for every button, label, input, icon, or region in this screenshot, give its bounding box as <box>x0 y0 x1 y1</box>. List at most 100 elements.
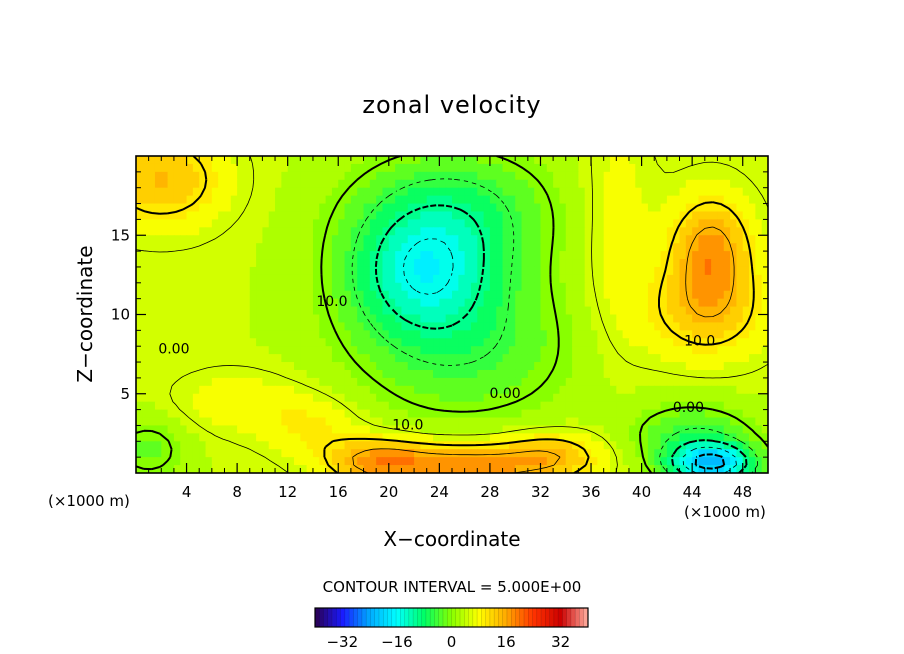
field-cell <box>319 338 327 347</box>
field-cell <box>249 457 257 466</box>
field-cell <box>167 369 175 379</box>
field-cell <box>496 425 504 434</box>
field-cell <box>540 338 548 347</box>
field-cell <box>515 449 523 458</box>
field-cell <box>489 306 497 316</box>
field-cell <box>167 354 175 363</box>
field-cell <box>553 346 561 355</box>
field-cell <box>622 219 630 228</box>
field-cell <box>395 393 403 403</box>
field-cell <box>325 306 333 316</box>
field-cell <box>761 219 768 228</box>
field-cell <box>527 330 535 339</box>
field-cell <box>458 417 466 427</box>
field-cell <box>717 385 725 395</box>
field-cell <box>464 227 472 236</box>
field-cell <box>249 322 257 331</box>
field-cell <box>275 314 282 324</box>
field-cell <box>527 449 535 458</box>
field-cell <box>578 393 586 403</box>
field-cell <box>515 314 523 324</box>
field-cell <box>268 203 276 213</box>
field-cell <box>312 425 320 434</box>
field-cell <box>319 163 327 173</box>
field-cell <box>572 465 579 473</box>
field-cell <box>256 425 263 434</box>
field-cell <box>685 306 693 316</box>
field-cell <box>635 179 643 189</box>
field-cell <box>325 163 333 173</box>
field-cell <box>477 449 485 458</box>
field-cell <box>300 417 308 427</box>
field-cell <box>527 243 535 252</box>
field-cell <box>142 417 150 427</box>
field-cell <box>673 251 681 260</box>
field-cell <box>647 441 655 450</box>
field-cell <box>692 369 700 379</box>
field-cell <box>470 433 478 442</box>
field-cell <box>287 282 295 292</box>
field-cell <box>508 338 516 347</box>
colorbar-swatch <box>378 608 384 627</box>
field-cell <box>407 163 415 173</box>
field-cell <box>401 401 409 411</box>
field-cell <box>622 385 630 395</box>
field-cell <box>521 377 529 387</box>
field-cell <box>597 179 605 189</box>
field-cell <box>540 235 548 244</box>
field-cell <box>344 385 352 395</box>
field-cell <box>224 163 232 173</box>
field-cell <box>483 298 491 308</box>
field-cell <box>458 282 466 292</box>
field-cell <box>382 195 390 205</box>
field-cell <box>489 346 497 355</box>
field-cell <box>167 163 175 173</box>
field-cell <box>388 298 396 308</box>
field-cell <box>534 219 542 228</box>
field-cell <box>167 282 175 292</box>
field-cell <box>502 219 510 228</box>
field-cell <box>559 441 567 450</box>
field-cell <box>275 282 282 292</box>
field-cell <box>173 306 181 316</box>
field-cell <box>439 211 447 220</box>
field-cell <box>180 417 188 427</box>
field-cell <box>717 369 725 379</box>
field-cell <box>256 385 263 395</box>
field-cell <box>521 179 529 189</box>
field-cell <box>489 322 497 331</box>
field-cell <box>647 290 655 300</box>
field-cell <box>167 298 175 308</box>
field-cell <box>281 243 289 252</box>
field-cell <box>230 235 238 244</box>
field-cell <box>496 306 504 316</box>
field-cell <box>527 441 535 450</box>
field-cell <box>534 187 542 197</box>
field-cell <box>350 314 358 324</box>
field-cell <box>256 362 263 371</box>
field-cell <box>578 425 586 434</box>
field-cell <box>256 369 263 379</box>
field-cell <box>660 401 668 411</box>
field-cell <box>262 338 270 347</box>
field-cell <box>331 235 339 244</box>
field-cell <box>755 457 763 466</box>
field-cell <box>407 354 415 363</box>
field-cell <box>445 171 453 181</box>
field-cell <box>350 306 358 316</box>
field-cell <box>414 465 421 473</box>
field-cell <box>395 298 403 308</box>
field-cell <box>711 298 719 308</box>
field-cell <box>401 243 409 252</box>
field-cell <box>154 417 162 427</box>
field-cell <box>294 338 301 347</box>
field-cell <box>369 425 377 434</box>
field-cell <box>635 211 643 220</box>
field-cell <box>515 211 523 220</box>
field-cell <box>363 156 371 165</box>
field-cell <box>616 298 624 308</box>
field-cell <box>603 163 611 173</box>
field-cell <box>300 282 308 292</box>
field-cell <box>470 330 478 339</box>
field-cell <box>458 401 466 411</box>
